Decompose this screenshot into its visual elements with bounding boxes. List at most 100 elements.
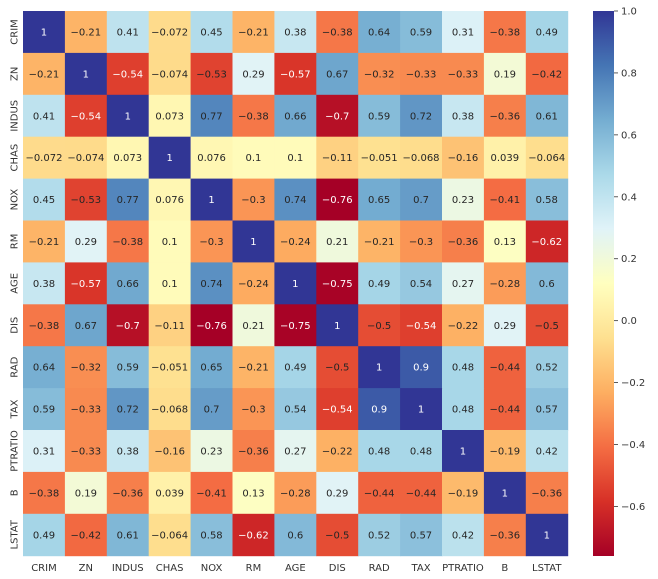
heatmap-cell <box>442 304 485 347</box>
cell-value-label: 1 <box>250 237 256 248</box>
heatmap-cell <box>525 513 569 557</box>
cell-value-label: 0.073 <box>113 153 142 164</box>
cell-value-label: 0.59 <box>410 27 432 38</box>
cell-value-label: −0.16 <box>154 446 185 457</box>
heatmap-cell <box>483 430 527 473</box>
cell-value-label: 0.6 <box>287 530 303 541</box>
cell-value-label: 0.45 <box>200 27 222 38</box>
cell-value-label: −0.7 <box>325 111 349 122</box>
heatmap-cell <box>442 471 485 515</box>
heatmap-cell <box>190 136 233 180</box>
colorbar-ticks: 1.0 0.8 0.6 0.4 0.2 0.0 −0.2 −0.4 −0.6 <box>614 7 645 513</box>
heatmap-cell <box>106 136 150 180</box>
cell-value-label: 1 <box>376 363 382 374</box>
cell-value-label: 0.57 <box>410 530 432 541</box>
heatmap-cell <box>190 220 233 263</box>
heatmap-cell <box>23 178 66 221</box>
cell-value-label: 0.67 <box>75 321 97 332</box>
cell-value-label: −0.38 <box>490 27 521 38</box>
heatmap-cell <box>106 178 150 221</box>
cell-value-label: 1 <box>418 405 424 416</box>
y-tick-label: CHAS <box>10 144 21 172</box>
heatmap-cell <box>442 388 485 431</box>
cell-value-label: 1 <box>460 446 466 457</box>
cell-value-label: −0.41 <box>490 195 521 206</box>
cell-value-label: 1 <box>334 321 340 332</box>
cell-value-label: 0.1 <box>162 237 178 248</box>
colorbar-tick-label: 1.0 <box>621 7 637 18</box>
cell-value-label: 1 <box>208 195 214 206</box>
heatmap-cell <box>358 304 401 347</box>
cell-value-label: −0.44 <box>490 405 521 416</box>
cell-value-label: 0.29 <box>75 237 97 248</box>
heatmap-cell <box>400 471 443 515</box>
heatmap-cell <box>23 388 66 431</box>
x-tick-label: PTRATIO <box>442 563 484 574</box>
heatmap-cell <box>23 52 66 96</box>
heatmap-cell <box>274 94 317 138</box>
heatmap-cell <box>358 52 401 96</box>
cell-value-label: 0.38 <box>284 27 306 38</box>
heatmap-cell <box>64 178 108 221</box>
heatmap-cell <box>316 11 359 54</box>
heatmap-cell <box>400 136 443 180</box>
heatmap-cell <box>232 346 275 389</box>
cell-value-label: 0.38 <box>117 446 139 457</box>
cell-value-label: −0.5 <box>325 530 349 541</box>
cell-value-label: 0.54 <box>284 405 306 416</box>
cell-value-label: 0.74 <box>200 279 222 290</box>
heatmap-cell <box>274 220 317 263</box>
heatmap-cell <box>23 11 66 54</box>
colorbar-tick-label: 0.4 <box>621 192 637 203</box>
y-tick-labels: CRIM ZN INDUS CHAS NOX RM AGE DIS RAD TAX PTRATIO B… <box>10 19 21 549</box>
heatmap-cell <box>274 471 317 515</box>
heatmap-cell <box>400 430 443 473</box>
cell-value-label: 0.57 <box>536 405 558 416</box>
cell-value-label: −0.21 <box>29 237 60 248</box>
cell-value-label: −0.38 <box>112 237 143 248</box>
x-tick-label: AGE <box>285 563 306 574</box>
heatmap-cell <box>483 513 527 557</box>
cell-value-label: 0.9 <box>371 405 387 416</box>
cell-value-label: −0.76 <box>196 321 227 332</box>
cell-value-label: 0.61 <box>117 530 139 541</box>
cell-value-label: −0.21 <box>238 363 269 374</box>
heatmap-cell <box>483 388 527 431</box>
heatmap-cell <box>442 513 485 557</box>
cell-value-label: 0.13 <box>242 488 264 499</box>
cell-value-label: 0.61 <box>536 111 558 122</box>
x-tick-label: INDUS <box>112 563 144 574</box>
cell-value-label: 0.6 <box>539 279 555 290</box>
cell-value-label: 0.19 <box>75 488 97 499</box>
heatmap-cells: 1 −0.21 0.41 −0.072 0.45 −0.21 0.38 −0.38 0.64 0.… <box>23 11 569 557</box>
heatmap-cell <box>274 388 317 431</box>
heatmap-cell <box>274 136 317 180</box>
heatmap-cell <box>400 94 443 138</box>
cell-value-label: −0.41 <box>196 488 227 499</box>
cell-value-label: −0.3 <box>241 195 265 206</box>
cell-value-label: 1 <box>83 69 89 80</box>
cell-value-label: −0.28 <box>280 488 311 499</box>
cell-value-label: −0.38 <box>29 321 60 332</box>
cell-value-label: 0.1 <box>287 153 303 164</box>
heatmap-cell <box>64 513 108 557</box>
y-tick-label: RAD <box>10 356 21 377</box>
colorbar-tick-label: −0.2 <box>621 378 645 389</box>
heatmap-cell <box>232 220 275 263</box>
heatmap-cell <box>358 471 401 515</box>
heatmap-cell <box>64 471 108 515</box>
heatmap-cell <box>358 262 401 305</box>
heatmap-cell <box>232 136 275 180</box>
cell-value-label: 0.21 <box>326 237 348 248</box>
heatmap-cell <box>316 262 359 305</box>
heatmap-cell <box>106 430 150 473</box>
cell-value-label: −0.051 <box>151 363 188 374</box>
cell-value-label: −0.21 <box>71 27 102 38</box>
heatmap-cell <box>64 11 108 54</box>
heatmap-cell <box>442 11 485 54</box>
heatmap-cell <box>525 94 569 138</box>
cell-value-label: 0.59 <box>117 363 139 374</box>
heatmap-cell <box>148 346 192 389</box>
cell-value-label: 0.076 <box>155 195 184 206</box>
cell-value-label: −0.19 <box>490 446 521 457</box>
